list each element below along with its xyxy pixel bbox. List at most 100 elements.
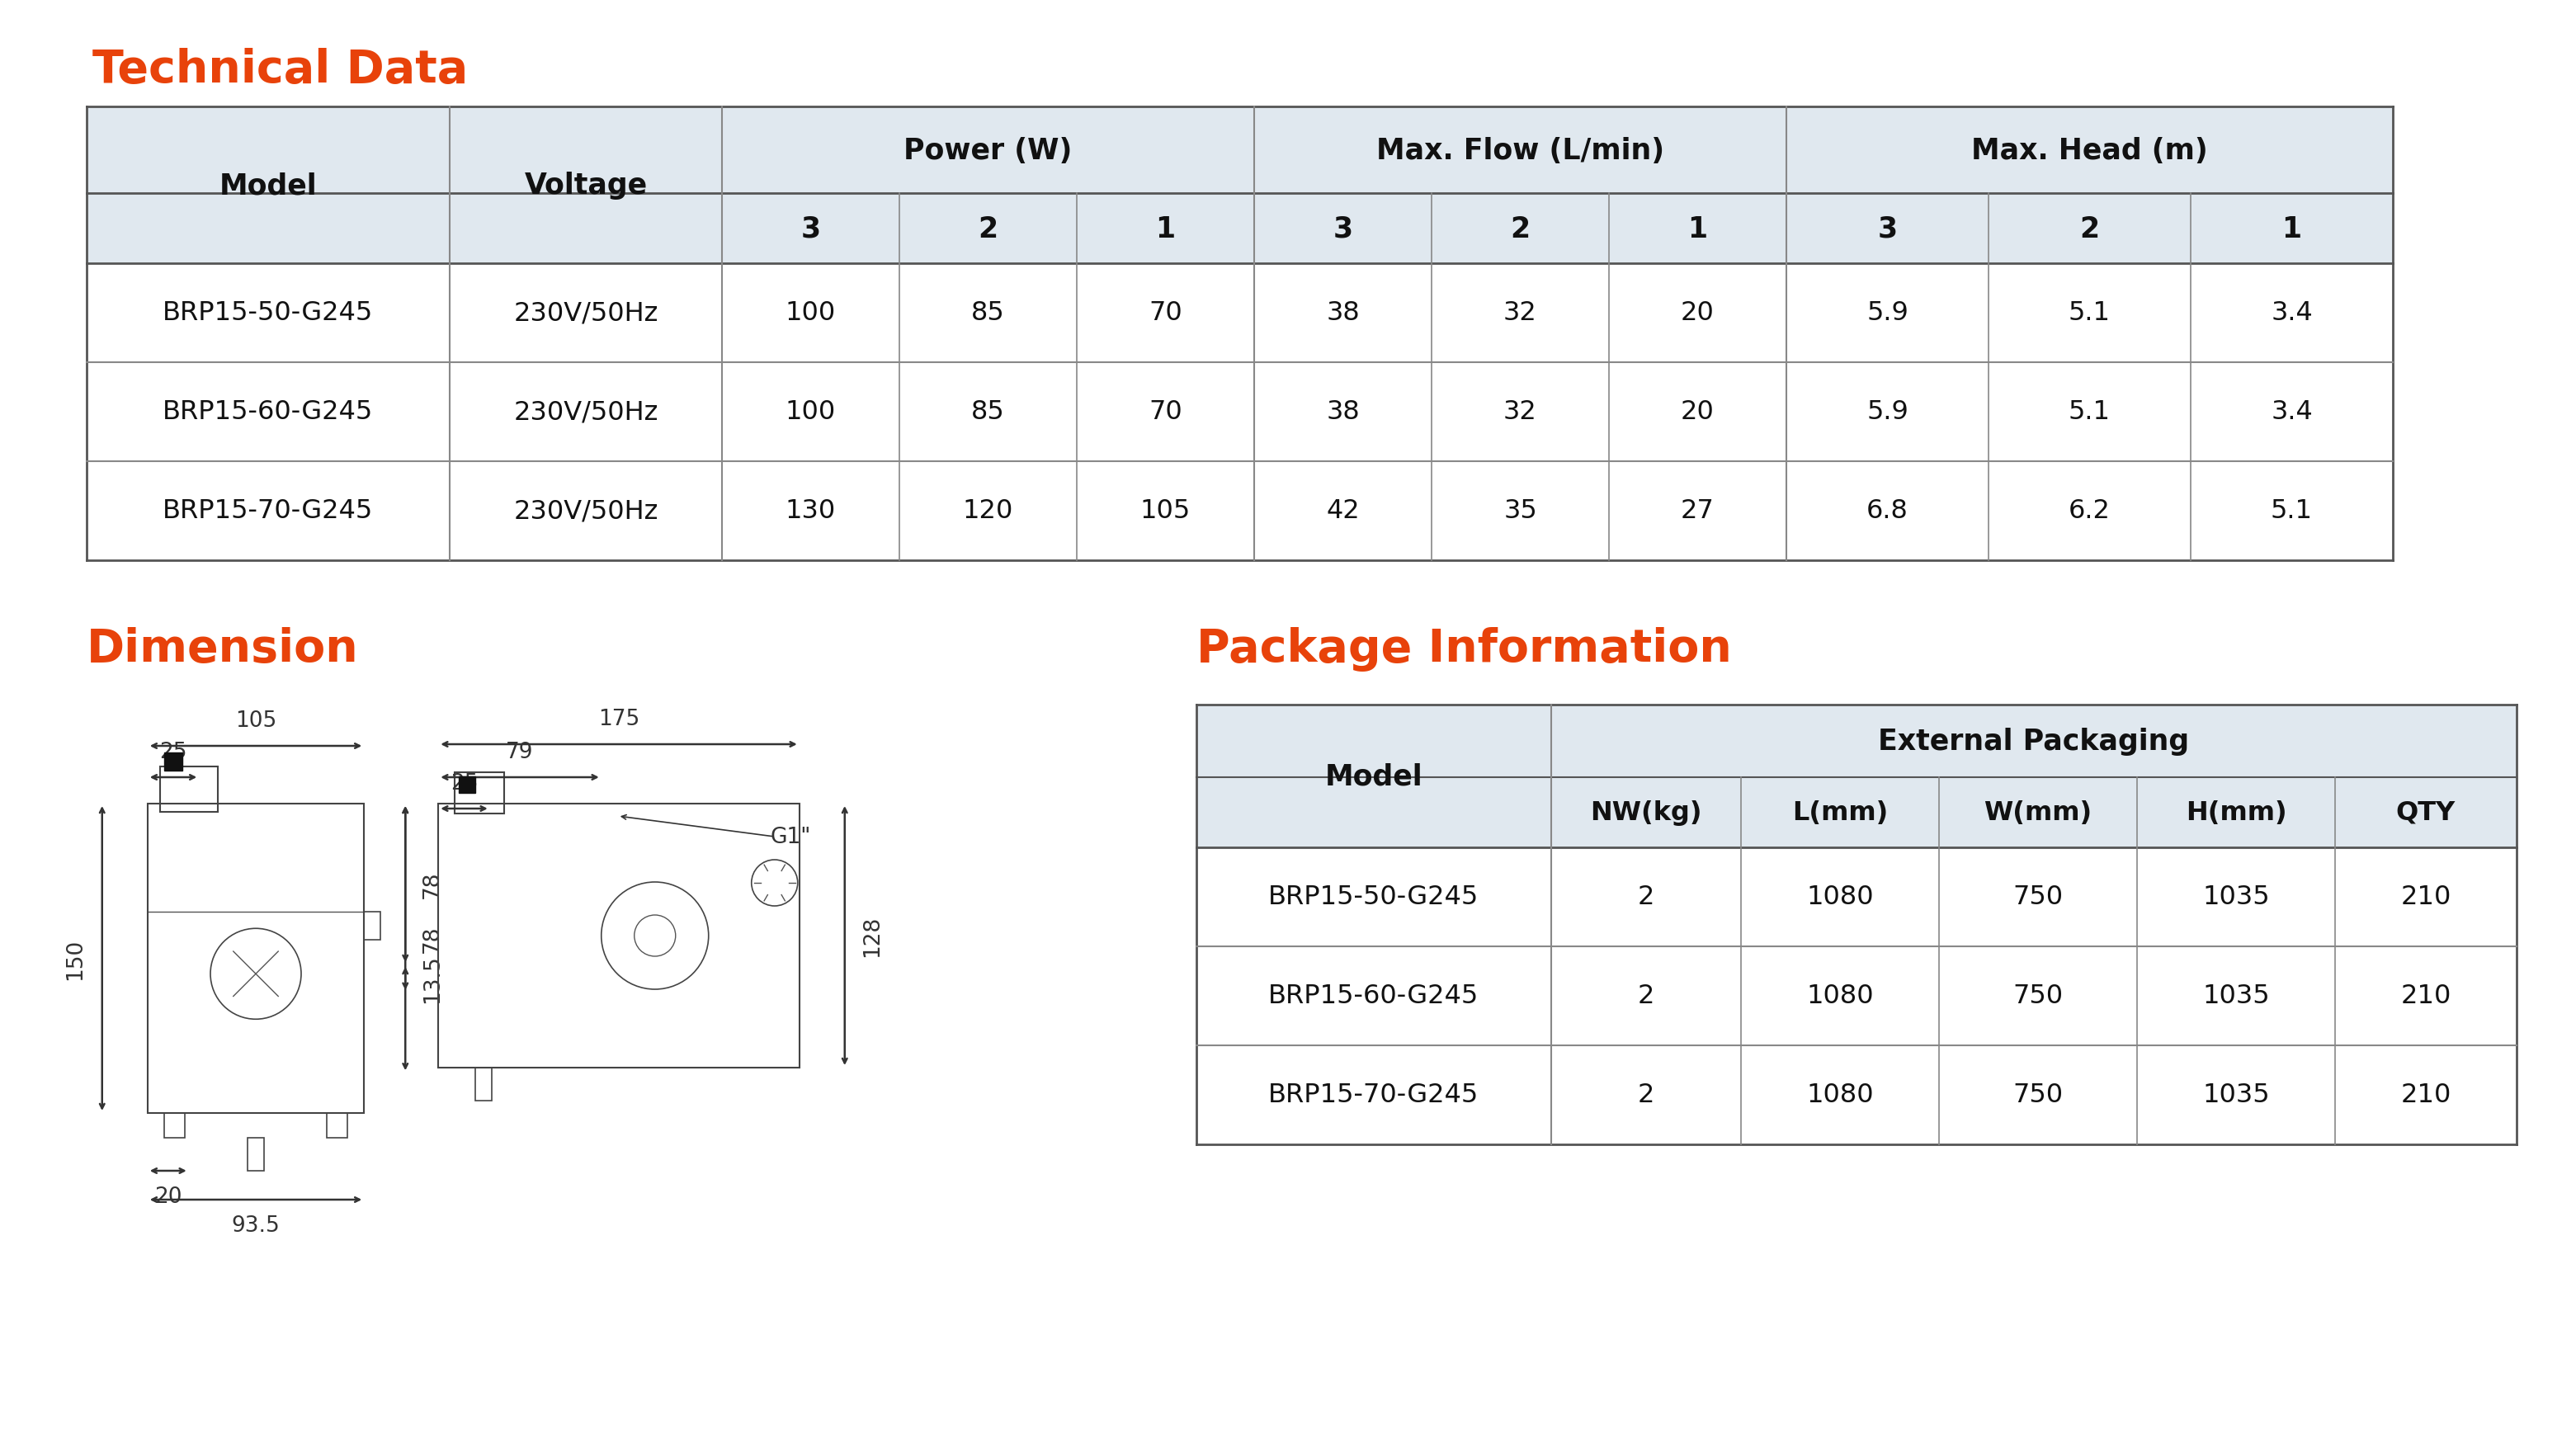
Text: 100: 100 — [786, 400, 837, 424]
Text: 3.4: 3.4 — [2272, 300, 2313, 326]
Text: 1035: 1035 — [2202, 983, 2269, 1009]
Text: 1080: 1080 — [1806, 983, 1873, 1009]
Text: 230V/50Hz: 230V/50Hz — [513, 499, 659, 524]
Text: Voltage: Voltage — [526, 171, 647, 200]
Text: 25: 25 — [451, 773, 479, 795]
Text: Model: Model — [219, 171, 317, 200]
Text: QTY: QTY — [2396, 800, 2455, 826]
Text: 210: 210 — [2401, 885, 2452, 910]
Text: 1035: 1035 — [2202, 885, 2269, 910]
Bar — [147, 805, 363, 1113]
Bar — [438, 805, 799, 1067]
Bar — [456, 773, 505, 815]
Bar — [165, 753, 183, 772]
Text: 230V/50Hz: 230V/50Hz — [513, 300, 659, 326]
Text: 38: 38 — [1327, 400, 1360, 424]
Text: NW(kg): NW(kg) — [1589, 800, 1703, 826]
Text: 78: 78 — [422, 925, 443, 952]
Text: Dimension: Dimension — [88, 627, 358, 672]
Bar — [1195, 704, 2517, 847]
Text: 32: 32 — [1504, 300, 1538, 326]
Text: BRP15-50-G245: BRP15-50-G245 — [162, 300, 374, 326]
Text: 130: 130 — [786, 499, 837, 524]
Text: 1080: 1080 — [1806, 885, 1873, 910]
Text: 210: 210 — [2401, 1082, 2452, 1107]
Text: 2: 2 — [979, 214, 997, 243]
Text: 210: 210 — [2401, 983, 2452, 1009]
Text: Max. Head (m): Max. Head (m) — [1971, 136, 2208, 164]
Bar — [459, 777, 477, 793]
Text: 750: 750 — [2012, 885, 2063, 910]
Text: 1: 1 — [1157, 214, 1175, 243]
Text: 5.9: 5.9 — [1868, 300, 1909, 326]
Text: BRP15-70-G245: BRP15-70-G245 — [1267, 1082, 1479, 1107]
Text: 93.5: 93.5 — [232, 1215, 281, 1236]
Text: 35: 35 — [1504, 499, 1538, 524]
Bar — [327, 1113, 348, 1137]
Text: 175: 175 — [598, 709, 639, 730]
Text: 3.4: 3.4 — [2272, 400, 2313, 424]
Text: Model: Model — [1324, 762, 1422, 790]
Text: 105: 105 — [1141, 499, 1190, 524]
Text: 230V/50Hz: 230V/50Hz — [513, 400, 659, 424]
Text: Technical Data: Technical Data — [93, 47, 469, 93]
Text: 1: 1 — [1687, 214, 1708, 243]
Text: 79: 79 — [505, 742, 533, 763]
Text: 85: 85 — [971, 300, 1005, 326]
Text: 5.1: 5.1 — [2069, 300, 2110, 326]
Text: BRP15-70-G245: BRP15-70-G245 — [162, 499, 374, 524]
Bar — [247, 1137, 263, 1170]
Text: BRP15-60-G245: BRP15-60-G245 — [162, 400, 374, 424]
Text: Max. Flow (L/min): Max. Flow (L/min) — [1376, 136, 1664, 164]
Text: 2: 2 — [2079, 214, 2099, 243]
Text: 42: 42 — [1327, 499, 1360, 524]
Bar — [88, 107, 2393, 264]
Text: 1035: 1035 — [2202, 1082, 2269, 1107]
Text: 100: 100 — [786, 300, 837, 326]
Text: L(mm): L(mm) — [1793, 800, 1888, 826]
Text: 5.1: 5.1 — [2069, 400, 2110, 424]
Text: 20: 20 — [1680, 400, 1716, 424]
Text: Package Information: Package Information — [1195, 627, 1731, 672]
Text: BRP15-60-G245: BRP15-60-G245 — [1267, 983, 1479, 1009]
Text: 3: 3 — [1332, 214, 1352, 243]
Text: 120: 120 — [963, 499, 1012, 524]
Text: 85: 85 — [971, 400, 1005, 424]
Text: 25: 25 — [160, 742, 188, 763]
Text: 2: 2 — [1638, 983, 1654, 1009]
Text: 20: 20 — [1680, 300, 1716, 326]
Text: 105: 105 — [234, 710, 276, 732]
Text: 27: 27 — [1680, 499, 1716, 524]
Text: 150: 150 — [64, 937, 85, 979]
Text: 32: 32 — [1504, 400, 1538, 424]
Text: 2: 2 — [1638, 1082, 1654, 1107]
Text: BRP15-50-G245: BRP15-50-G245 — [1267, 885, 1479, 910]
Text: 70: 70 — [1149, 300, 1182, 326]
Text: G1": G1" — [770, 826, 811, 847]
Text: 78: 78 — [422, 870, 443, 899]
Text: 128: 128 — [860, 915, 884, 956]
Text: 750: 750 — [2012, 983, 2063, 1009]
Bar — [160, 767, 216, 812]
Text: 5.9: 5.9 — [1868, 400, 1909, 424]
Text: H(mm): H(mm) — [2184, 800, 2287, 826]
Text: 70: 70 — [1149, 400, 1182, 424]
Text: 13.5: 13.5 — [422, 955, 443, 1003]
Text: 6.2: 6.2 — [2069, 499, 2110, 524]
Text: 2: 2 — [1510, 214, 1530, 243]
Text: W(mm): W(mm) — [1984, 800, 2092, 826]
Text: 3: 3 — [801, 214, 822, 243]
Text: 750: 750 — [2012, 1082, 2063, 1107]
Text: 20: 20 — [155, 1186, 183, 1208]
Bar — [363, 912, 381, 940]
Text: 1: 1 — [2282, 214, 2303, 243]
Text: Power (W): Power (W) — [904, 136, 1072, 164]
Text: 38: 38 — [1327, 300, 1360, 326]
Text: 5.1: 5.1 — [2269, 499, 2313, 524]
Text: 6.8: 6.8 — [1868, 499, 1909, 524]
Text: 3: 3 — [1878, 214, 1899, 243]
Text: External Packaging: External Packaging — [1878, 727, 2190, 756]
Bar — [477, 1067, 492, 1100]
Text: 1080: 1080 — [1806, 1082, 1873, 1107]
Text: 2: 2 — [1638, 885, 1654, 910]
